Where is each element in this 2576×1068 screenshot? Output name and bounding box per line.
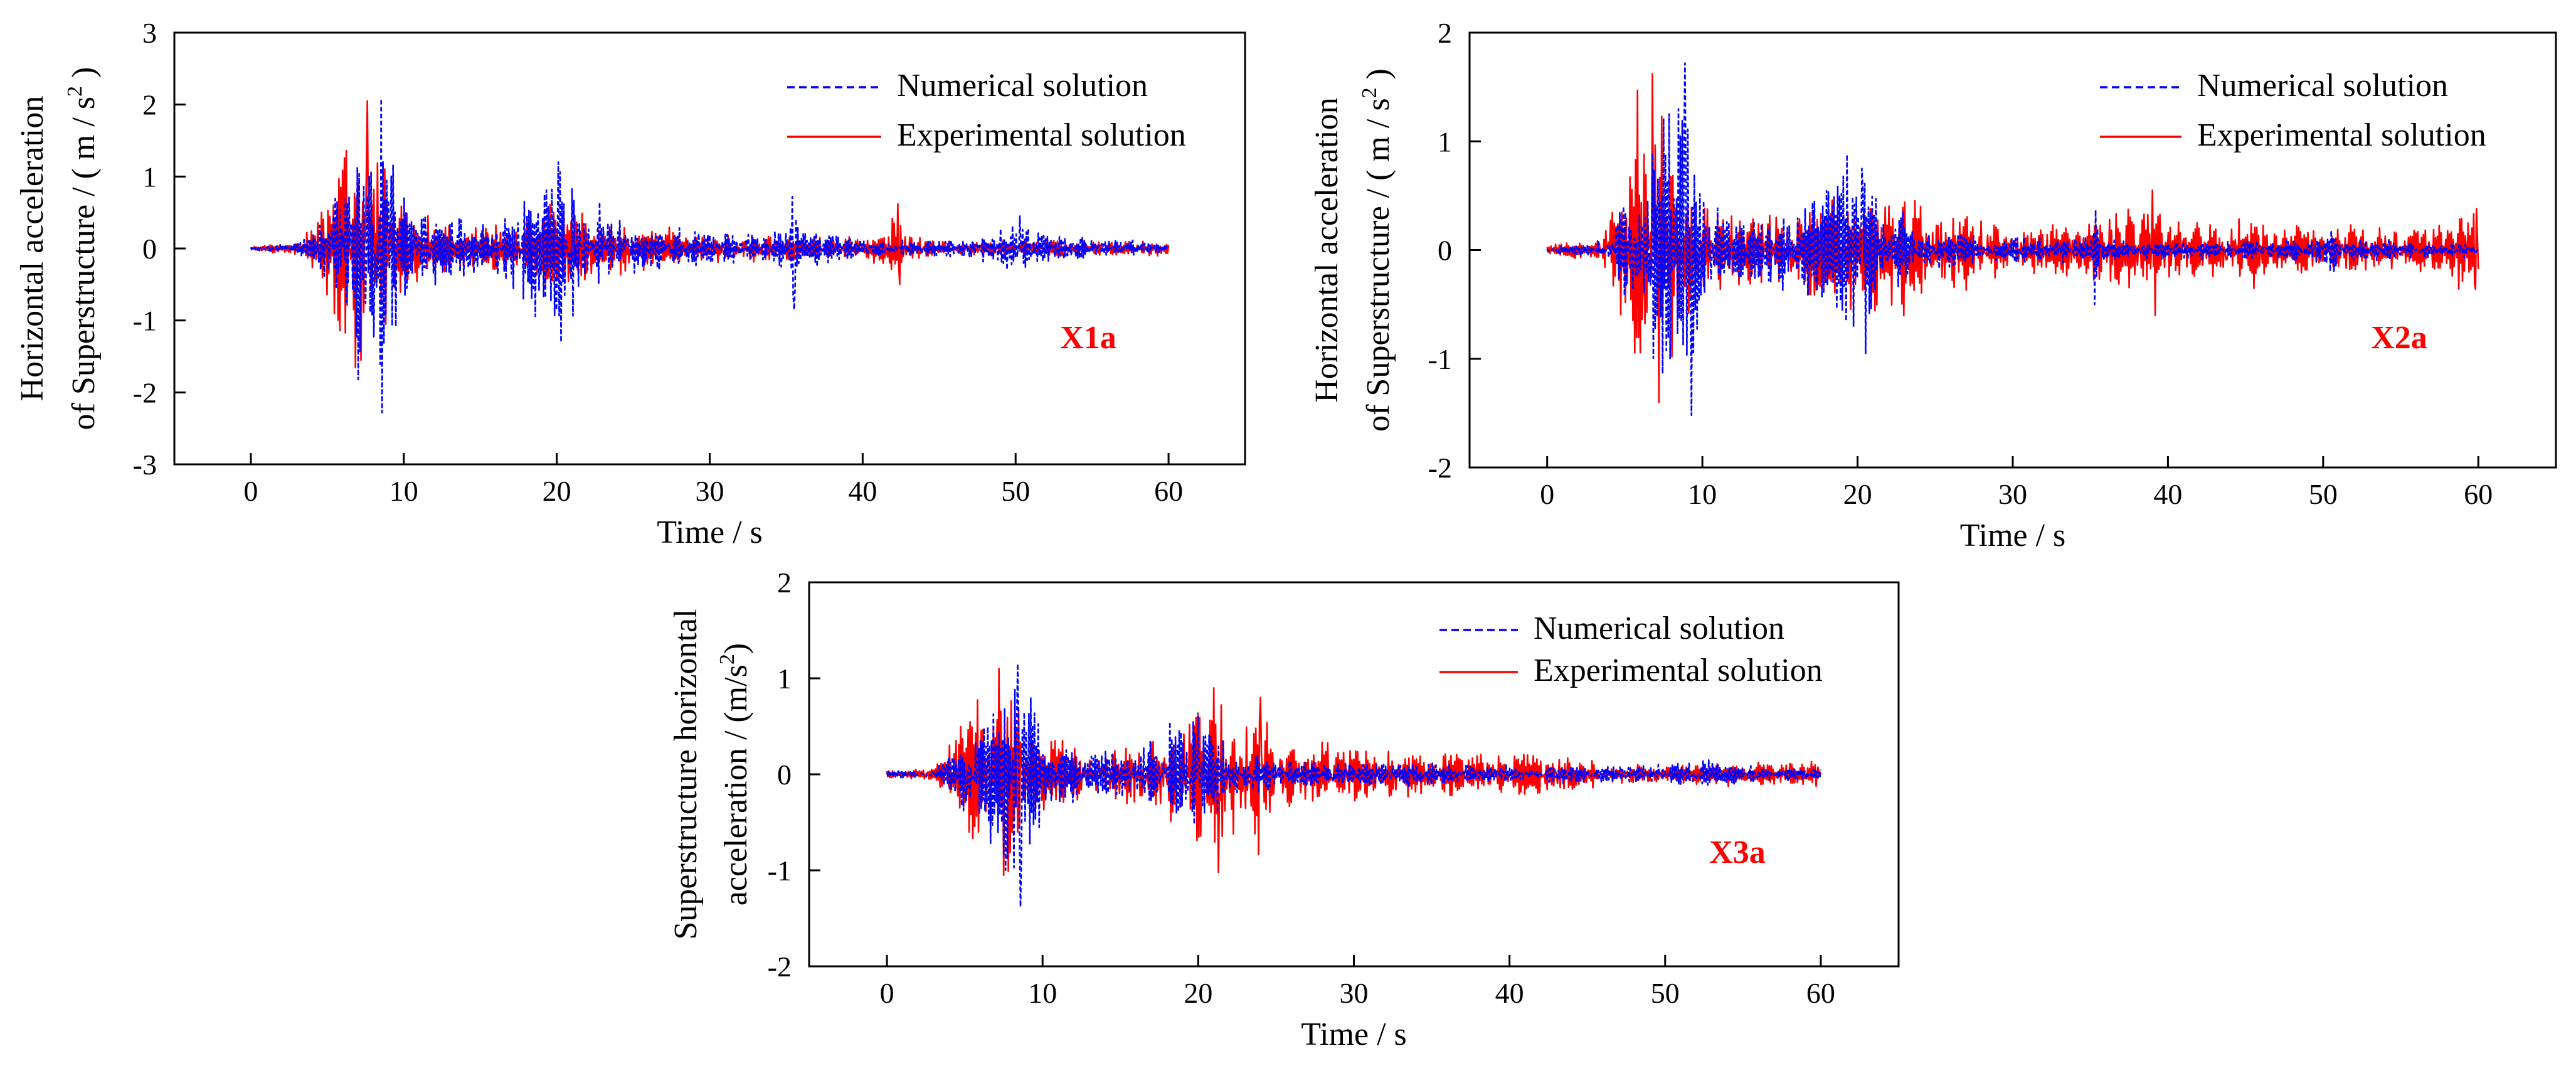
y-axis-title-line2: acceleration / (m/s2) (716, 643, 754, 905)
y-tick-label: 0 (1438, 235, 1452, 267)
chart-panel-x1a: 0 10 20 30 40 50 60 -3 -2 -1 0 1 2 3 Time / s Horizonta… (14, 17, 1246, 550)
x-tick-label: 50 (1651, 977, 1680, 1009)
series-line-numerical (886, 663, 1822, 908)
x-axis-title: Time / s (1960, 518, 2066, 553)
legend-label-experimental: Experimental solution (1534, 653, 1823, 688)
legend-label-experimental: Experimental solution (2197, 117, 2486, 153)
chart-panel-x3a: 0 10 20 30 40 50 60 -2 -1 0 1 2 Time / s Superstructu… (668, 567, 1900, 1052)
series-line-numerical (1546, 62, 2479, 417)
y-tick-label: -1 (768, 855, 792, 887)
x-tick-label: 30 (1340, 977, 1369, 1009)
x-tick-label: 10 (1028, 977, 1057, 1009)
legend: Numerical solution Experimental solution (2100, 68, 2486, 153)
x-tick-label: 10 (1688, 478, 1717, 510)
x-tick-label: 10 (390, 475, 418, 507)
legend-label-experimental: Experimental solution (897, 117, 1186, 153)
y-tick-label: 1 (777, 663, 792, 695)
y-axis-title-line1: Horizontal acceleration (1309, 97, 1345, 403)
y-tick-label: -1 (1428, 343, 1452, 375)
x-tick-label: 60 (1154, 475, 1183, 507)
x-tick-label: 0 (243, 475, 258, 507)
x-tick-label: 60 (2464, 478, 2493, 510)
y-tick-label: 1 (1438, 125, 1452, 158)
legend-label-numerical: Numerical solution (2197, 68, 2448, 104)
y-axis-title-line1: Superstructure horizontal (668, 609, 704, 939)
x-tick-label: 60 (1806, 977, 1835, 1009)
x-tick-label: 40 (2153, 478, 2182, 510)
legend: Numerical solution Experimental solution (1439, 611, 1823, 688)
x-tick-label: 0 (1540, 478, 1554, 510)
x-axis-title: Time / s (1301, 1017, 1407, 1052)
panel-label: X2a (2371, 320, 2427, 356)
y-axis-title-line2: of Superstructure / ( m / s2 ) (1358, 68, 1396, 432)
x-tick-label: 20 (1184, 977, 1212, 1009)
x-axis-title: Time / s (657, 515, 763, 550)
y-tick-label: -2 (768, 951, 792, 983)
x-tick-label: 40 (848, 475, 877, 507)
legend: Numerical solution Experimental solution (787, 68, 1186, 153)
y-tick-label: -3 (133, 449, 157, 481)
y-tick-label: -2 (1428, 452, 1452, 484)
x-tick-label: 50 (1001, 475, 1030, 507)
y-tick-label: 0 (142, 233, 157, 265)
chart-panel-x2a: 0 10 20 30 40 50 60 -2 -1 0 1 2 Time / s Horizontal a… (1309, 17, 2557, 553)
y-tick-label: 1 (142, 161, 157, 193)
x-tick-label: 50 (2309, 478, 2338, 510)
legend-label-numerical: Numerical solution (897, 68, 1148, 104)
x-tick-label: 0 (880, 977, 894, 1009)
y-tick-label: 3 (142, 17, 157, 49)
series-line-numerical (250, 98, 1169, 414)
y-tick-label: -2 (133, 376, 157, 409)
y-axis-title-line2: of Superstructure / ( m / s2 ) (63, 67, 102, 430)
legend-label-numerical: Numerical solution (1534, 611, 1784, 646)
y-axis-title-line1: Horizontal acceleration (14, 96, 50, 402)
y-tick-label: 2 (142, 89, 157, 121)
x-tick-label: 20 (1843, 478, 1872, 510)
y-tick-label: 2 (777, 567, 792, 599)
y-tick-label: -1 (133, 305, 157, 337)
panel-label: X3a (1709, 835, 1766, 870)
x-tick-label: 30 (1998, 478, 2027, 510)
y-tick-label: 0 (777, 759, 792, 791)
x-tick-label: 30 (696, 475, 724, 507)
x-tick-label: 40 (1495, 977, 1524, 1009)
panel-label: X1a (1060, 320, 1116, 356)
x-tick-label: 20 (543, 475, 571, 507)
y-tick-label: 2 (1438, 17, 1452, 49)
